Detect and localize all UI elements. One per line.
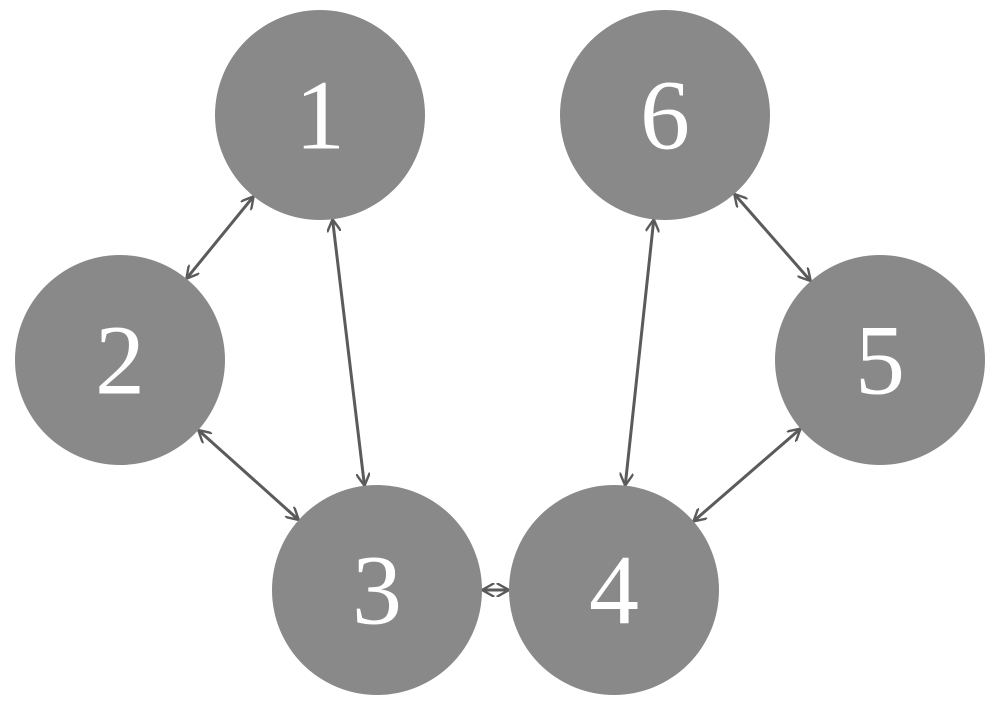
node-1: 1 — [215, 10, 425, 220]
node-label-3: 3 — [352, 535, 402, 646]
network-diagram: 1 6 2 5 3 4 — [0, 0, 1000, 711]
node-label-6: 6 — [640, 60, 690, 171]
node-5: 5 — [775, 255, 985, 465]
node-label-4: 4 — [589, 535, 639, 646]
node-4: 4 — [509, 485, 719, 695]
node-6: 6 — [560, 10, 770, 220]
node-label-5: 5 — [855, 305, 905, 416]
node-2: 2 — [15, 255, 225, 465]
node-label-2: 2 — [95, 305, 145, 416]
node-3: 3 — [272, 485, 482, 695]
node-label-1: 1 — [295, 60, 345, 171]
